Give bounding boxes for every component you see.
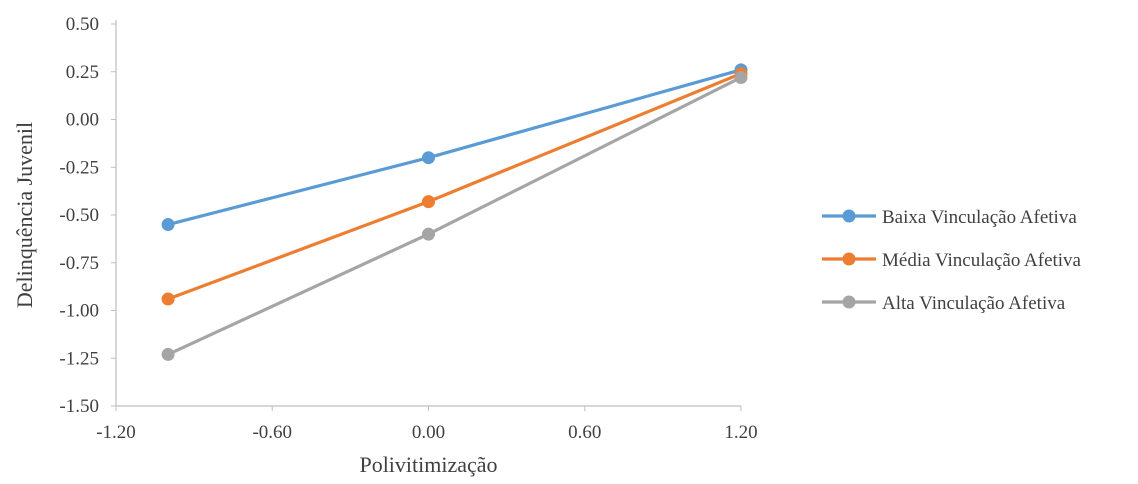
data-point — [161, 218, 175, 232]
legend-label: Baixa Vinculação Afetiva — [882, 207, 1077, 228]
y-tick-label: 0.25 — [66, 62, 99, 83]
y-tick-label: -0.50 — [59, 205, 99, 226]
legend-item: Alta Vinculação Afetiva — [822, 293, 1066, 314]
y-tick-label: -0.75 — [59, 253, 99, 274]
y-tick-label: -0.25 — [59, 157, 99, 178]
plot-area: 0.50 0.25 0.00 -0.25 -0.50 -0.75 -1.00 -1.25 -1.… — [59, 14, 757, 443]
x-tick-label: -0.60 — [252, 422, 292, 443]
series-line — [167, 76, 742, 356]
legend-marker — [842, 209, 856, 223]
y-axis-title: Delinquência Juvenil — [12, 122, 37, 308]
legend: Baixa Vinculação Afetiva Média Vinculação… — [822, 207, 1082, 314]
x-tick-label: 0.60 — [568, 422, 601, 443]
series-line — [167, 68, 742, 227]
x-tick-label: 1.20 — [724, 422, 757, 443]
y-tick-label: -1.25 — [59, 348, 99, 369]
data-point — [422, 195, 435, 209]
data-point — [422, 151, 435, 165]
legend-marker — [842, 295, 856, 309]
series-line — [167, 72, 742, 301]
x-axis-title: Polivitimização — [359, 452, 497, 477]
legend-item: Baixa Vinculação Afetiva — [822, 207, 1077, 228]
series-layer — [161, 63, 748, 361]
x-tick-label: -1.20 — [96, 422, 136, 443]
data-point — [734, 70, 748, 84]
data-point — [422, 227, 435, 241]
y-tick-label: -1.50 — [59, 396, 99, 417]
data-point — [161, 347, 175, 361]
y-tick-label: 0.00 — [66, 110, 99, 131]
x-axis-ticks: -1.20 -0.60 0.00 0.60 1.20 — [96, 406, 758, 443]
y-tick-label: -1.00 — [59, 301, 99, 322]
data-point — [161, 292, 175, 306]
legend-marker — [842, 252, 856, 266]
legend-label: Média Vinculação Afetiva — [882, 250, 1082, 271]
y-tick-label: 0.50 — [66, 14, 99, 35]
legend-item: Média Vinculação Afetiva — [822, 250, 1082, 271]
y-axis-ticks: 0.50 0.25 0.00 -0.25 -0.50 -0.75 -1.00 -1.25 -1.… — [59, 14, 116, 417]
legend-label: Alta Vinculação Afetiva — [882, 293, 1066, 314]
x-tick-label: 0.00 — [412, 422, 445, 443]
